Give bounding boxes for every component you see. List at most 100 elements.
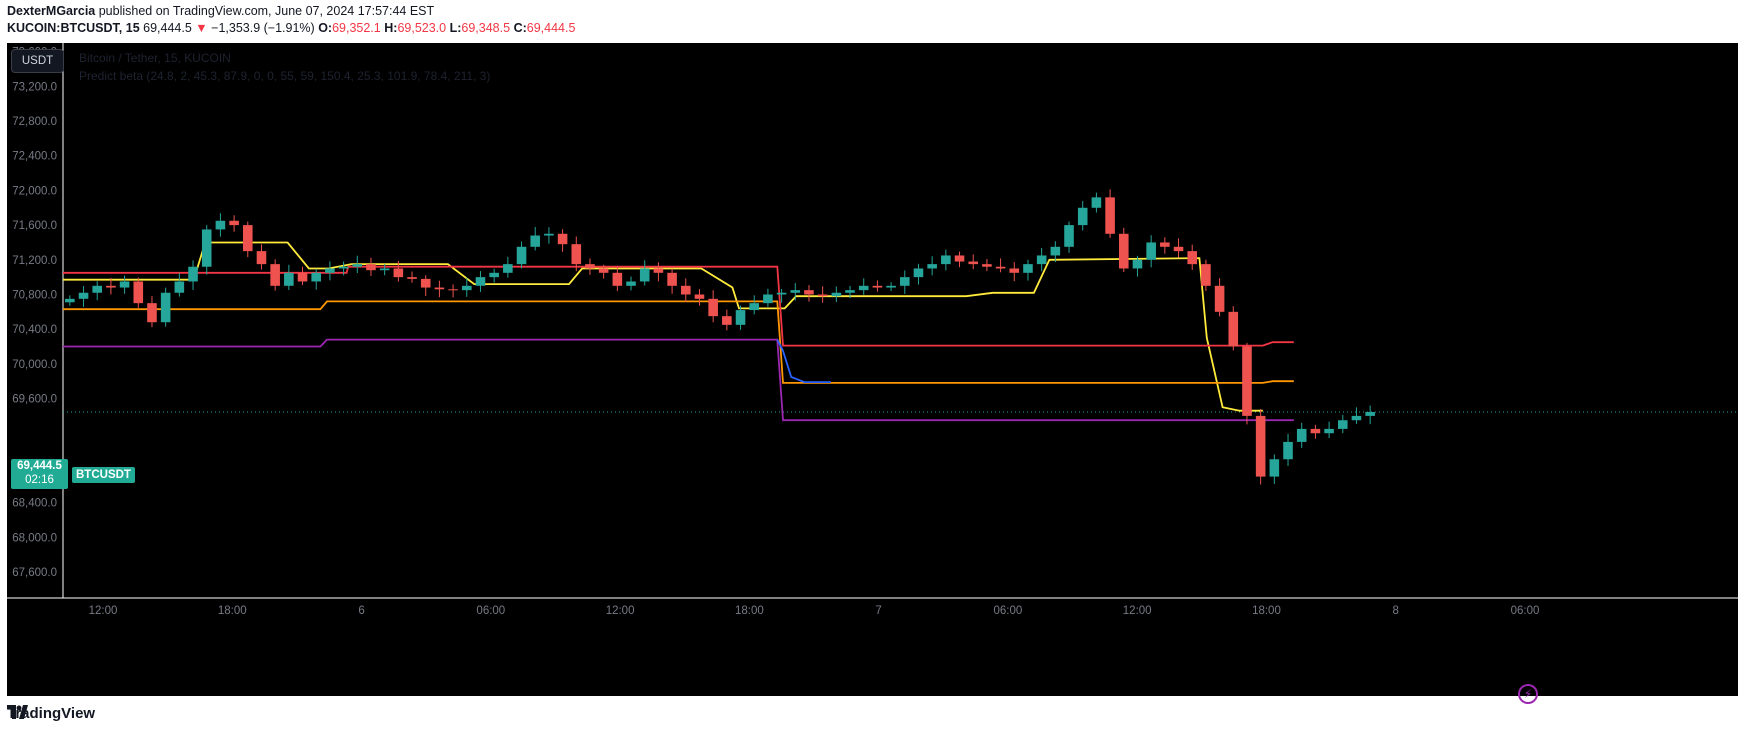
candle-body bbox=[530, 235, 541, 247]
chart-panel[interactable]: 73,600.073,200.072,800.072,400.072,000.0… bbox=[7, 43, 1738, 704]
candle-body bbox=[448, 289, 458, 291]
y-tick-label: 72,800.0 bbox=[12, 116, 57, 128]
candle-body bbox=[393, 268, 404, 278]
candle-body bbox=[297, 272, 308, 282]
x-tick-label: 12:00 bbox=[606, 605, 635, 617]
candle-body bbox=[133, 281, 144, 304]
x-tick-label: 7 bbox=[875, 605, 881, 617]
x-tick-label: 06:00 bbox=[476, 605, 505, 617]
bar-countdown: 02:16 bbox=[25, 474, 54, 486]
currency-button[interactable]: USDT bbox=[11, 49, 64, 73]
candle-body bbox=[229, 220, 239, 226]
candle-body bbox=[626, 281, 636, 286]
indicator-legend: Predict beta (24.8, 2, 45.3, 87.9, 0, 0,… bbox=[79, 69, 491, 83]
candle-body bbox=[845, 290, 855, 293]
candle-body bbox=[1077, 207, 1088, 226]
candle-body bbox=[147, 303, 157, 323]
candle-body bbox=[1050, 246, 1061, 256]
candle-body bbox=[461, 285, 472, 291]
candle-body bbox=[256, 251, 267, 265]
x-tick-label: 8 bbox=[1393, 605, 1399, 617]
candle-body bbox=[434, 287, 445, 290]
y-tick-label: 71,600.0 bbox=[12, 220, 57, 232]
y-tick-label: 71,200.0 bbox=[12, 255, 57, 267]
candle-body bbox=[585, 264, 595, 269]
x-tick-label: 18:00 bbox=[1252, 605, 1281, 617]
candle-body bbox=[954, 255, 965, 262]
candle-body bbox=[831, 292, 842, 297]
candle-body bbox=[407, 277, 417, 279]
candle-body bbox=[106, 285, 116, 288]
x-tick-label: 18:00 bbox=[735, 605, 764, 617]
x-tick-label: 18:00 bbox=[218, 605, 247, 617]
lightning-icon[interactable]: ⚡ bbox=[1518, 684, 1538, 704]
candle-body bbox=[653, 268, 664, 273]
candle-body bbox=[680, 285, 691, 295]
candle-body bbox=[215, 220, 226, 230]
brand-name: TradingView bbox=[7, 705, 96, 722]
candle-body bbox=[544, 233, 554, 236]
candle-body bbox=[1118, 233, 1129, 269]
candle-body bbox=[284, 272, 294, 286]
candle-body bbox=[338, 266, 349, 269]
x-tick-label: 6 bbox=[358, 605, 364, 617]
candle-body bbox=[872, 285, 883, 288]
candle-body bbox=[1091, 197, 1102, 208]
candle-body bbox=[311, 272, 322, 282]
candle-body bbox=[1105, 197, 1115, 234]
close-label: C: bbox=[513, 21, 527, 35]
candle-body bbox=[1023, 264, 1033, 273]
indicator-blue-line bbox=[776, 339, 831, 383]
candle-body bbox=[1201, 264, 1211, 286]
candle-body bbox=[503, 264, 513, 273]
publish-line: DexterMGarcia published on TradingView.c… bbox=[7, 4, 434, 18]
candle-body bbox=[1324, 428, 1334, 434]
candle-body bbox=[270, 264, 280, 286]
candle-body bbox=[201, 229, 212, 267]
last-price-tag-value: 69,444.5 bbox=[17, 460, 62, 472]
publish-text: published on TradingView.com, June 07, 2… bbox=[98, 4, 435, 18]
tradingview-mark-icon bbox=[7, 705, 28, 719]
candle-body bbox=[858, 285, 869, 291]
candle-body bbox=[1310, 428, 1321, 434]
candle-body bbox=[1296, 428, 1307, 442]
candle-body bbox=[78, 292, 89, 299]
candle-body bbox=[941, 255, 951, 265]
y-tick-label: 68,400.0 bbox=[12, 498, 57, 510]
y-tick-label: 72,400.0 bbox=[12, 151, 57, 163]
candle-body bbox=[982, 264, 992, 267]
candle-body bbox=[1228, 311, 1239, 347]
y-tick-label: 70,000.0 bbox=[12, 359, 57, 371]
candle-body bbox=[174, 281, 185, 293]
low-label: L: bbox=[449, 21, 462, 35]
indicator-orange-line bbox=[63, 300, 1294, 384]
candle-body bbox=[995, 266, 1006, 269]
price-chart[interactable]: 73,600.073,200.072,800.072,400.072,000.0… bbox=[7, 43, 1738, 696]
candle-body bbox=[722, 316, 732, 325]
last-price-tag: 69,444.5 02:16 bbox=[11, 459, 68, 489]
y-tick-label: 73,200.0 bbox=[12, 81, 57, 93]
x-tick-label: 06:00 bbox=[1511, 605, 1540, 617]
candle-body bbox=[242, 225, 253, 252]
candle-body bbox=[1214, 285, 1225, 312]
candle-body bbox=[1132, 259, 1143, 269]
tradingview-logo: TradingView bbox=[7, 705, 95, 722]
candle-body bbox=[65, 298, 75, 303]
candle-body bbox=[188, 266, 198, 282]
candle-body bbox=[489, 272, 499, 278]
author-name: DexterMGarcia bbox=[7, 4, 96, 18]
candle-body bbox=[927, 264, 937, 269]
candle-body bbox=[899, 277, 910, 286]
last-price: 69,444.5 bbox=[143, 21, 192, 35]
candle-body bbox=[1255, 415, 1266, 477]
candle-body bbox=[1146, 242, 1156, 260]
indicator-purple-line bbox=[63, 338, 1294, 422]
high-value: 69,523.0 bbox=[397, 21, 447, 35]
indicator-red-line bbox=[63, 265, 1294, 347]
candle-body bbox=[708, 298, 718, 317]
candle-body bbox=[639, 268, 650, 282]
candle-body bbox=[735, 310, 746, 325]
candle-body bbox=[516, 246, 527, 265]
candle-body bbox=[420, 278, 431, 288]
ohlc-header: KUCOIN:BTCUSDT, 15 69,444.5 ▼ −1,353.9 (… bbox=[7, 21, 575, 35]
